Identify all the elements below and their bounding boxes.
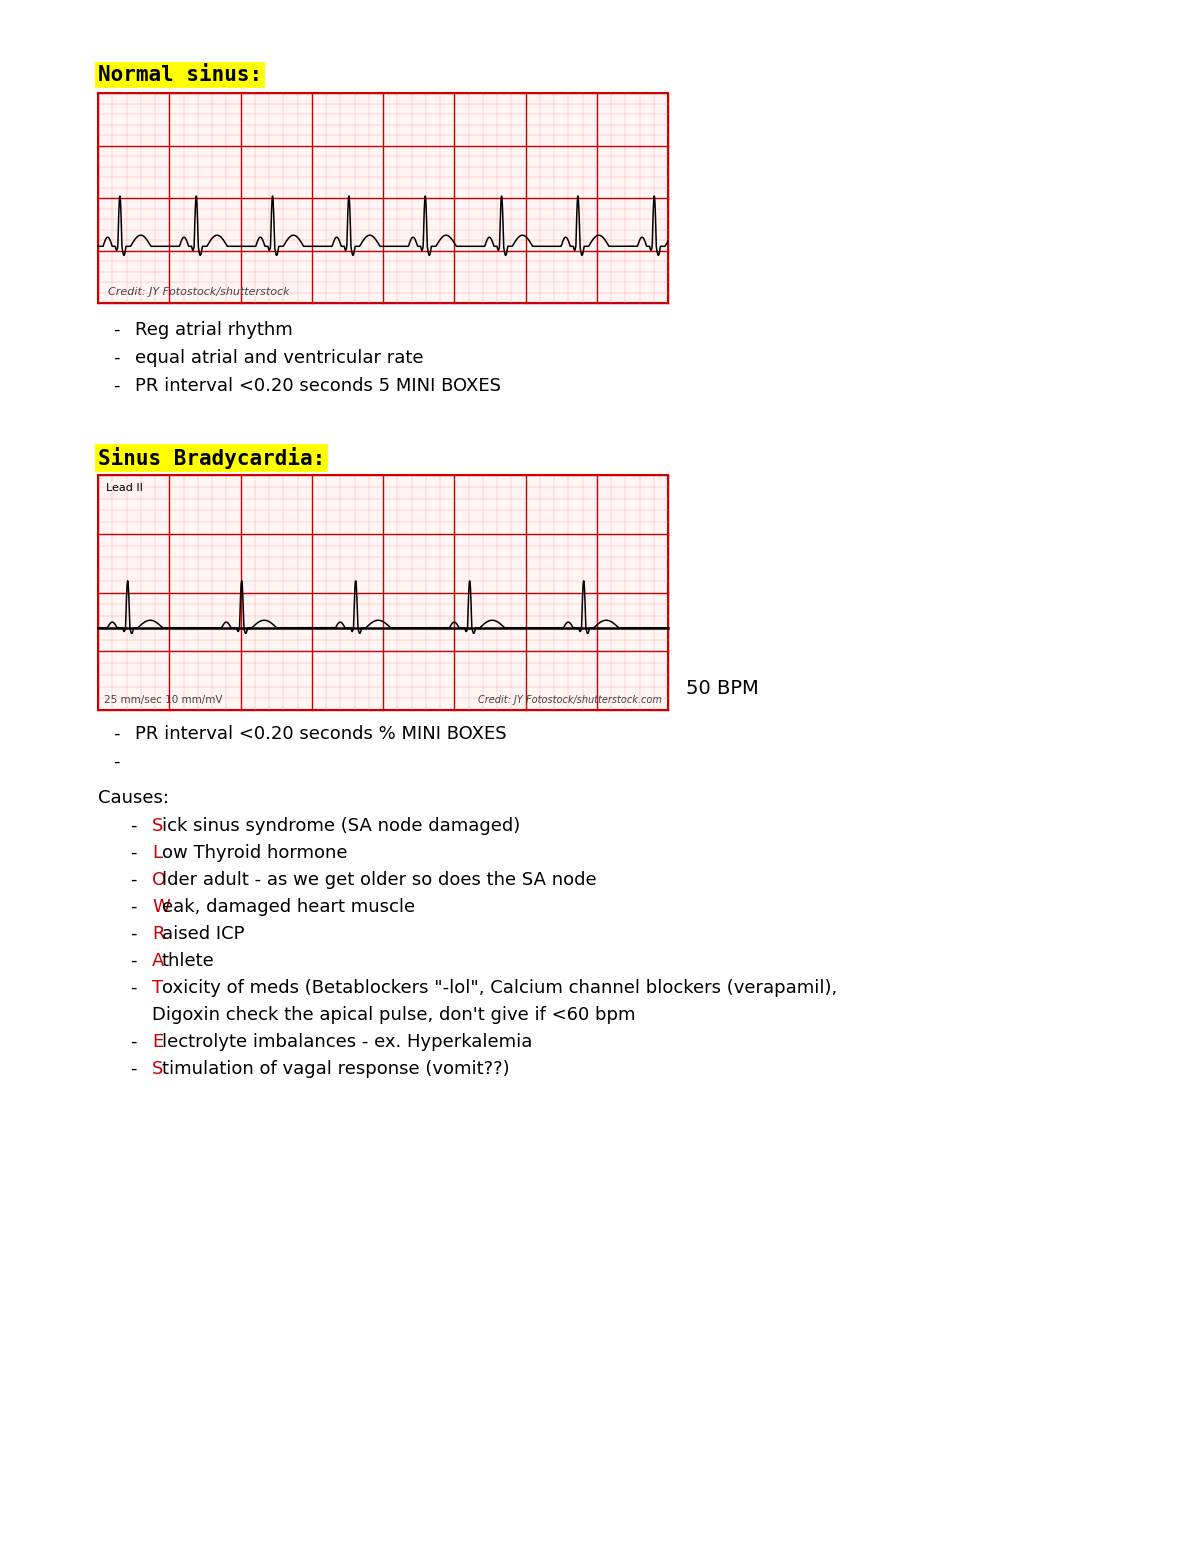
Text: -: - xyxy=(113,725,120,742)
Text: Sinus Bradycardia:: Sinus Bradycardia: xyxy=(98,447,325,469)
Text: PR interval <0.20 seconds % MINI BOXES: PR interval <0.20 seconds % MINI BOXES xyxy=(134,725,506,742)
Bar xyxy=(98,93,668,303)
Text: Reg atrial rhythm: Reg atrial rhythm xyxy=(134,321,293,339)
Text: aised ICP: aised ICP xyxy=(162,926,244,943)
Text: eak, damaged heart muscle: eak, damaged heart muscle xyxy=(162,898,415,916)
Text: Normal sinus:: Normal sinus: xyxy=(98,65,262,85)
Text: -: - xyxy=(130,952,137,971)
Text: thlete: thlete xyxy=(162,952,215,971)
Text: -: - xyxy=(130,817,137,836)
Text: R: R xyxy=(152,926,164,943)
Text: -: - xyxy=(130,843,137,862)
Text: -: - xyxy=(113,321,120,339)
Text: lectrolyte imbalances - ex. Hyperkalemia: lectrolyte imbalances - ex. Hyperkalemia xyxy=(162,1033,532,1051)
Text: O: O xyxy=(152,871,166,888)
Text: oxicity of meds (Betablockers "-lol", Calcium channel blockers (verapamil),: oxicity of meds (Betablockers "-lol", Ca… xyxy=(162,978,836,997)
Text: T: T xyxy=(152,978,163,997)
Text: equal atrial and ventricular rate: equal atrial and ventricular rate xyxy=(134,349,424,367)
Text: 25 mm/sec 10 mm/mV: 25 mm/sec 10 mm/mV xyxy=(104,696,222,705)
Text: PR interval <0.20 seconds 5 MINI BOXES: PR interval <0.20 seconds 5 MINI BOXES xyxy=(134,377,502,394)
Text: -: - xyxy=(113,377,120,394)
Text: Causes:: Causes: xyxy=(98,789,169,808)
Text: Lead II: Lead II xyxy=(106,483,143,492)
Text: A: A xyxy=(152,952,164,971)
Text: ow Thyroid hormone: ow Thyroid hormone xyxy=(162,843,347,862)
Text: -: - xyxy=(130,1061,137,1078)
Text: L: L xyxy=(152,843,162,862)
Text: 50 BPM: 50 BPM xyxy=(686,679,758,697)
Text: -: - xyxy=(130,871,137,888)
Text: -: - xyxy=(130,926,137,943)
Text: E: E xyxy=(152,1033,163,1051)
Text: Digoxin check the apical pulse, don't give if <60 bpm: Digoxin check the apical pulse, don't gi… xyxy=(152,1006,636,1023)
Text: S: S xyxy=(152,817,163,836)
Text: ick sinus syndrome (SA node damaged): ick sinus syndrome (SA node damaged) xyxy=(162,817,520,836)
Text: Credit: JY Fotostock/shutterstock: Credit: JY Fotostock/shutterstock xyxy=(108,287,289,297)
Text: timulation of vagal response (vomit??): timulation of vagal response (vomit??) xyxy=(162,1061,509,1078)
Text: W: W xyxy=(152,898,169,916)
Text: Credit: JY Fotostock/shutterstock.com: Credit: JY Fotostock/shutterstock.com xyxy=(478,696,662,705)
Text: -: - xyxy=(113,753,120,770)
Bar xyxy=(98,475,668,710)
Text: -: - xyxy=(130,898,137,916)
Text: -: - xyxy=(113,349,120,367)
Text: S: S xyxy=(152,1061,163,1078)
Text: lder adult - as we get older so does the SA node: lder adult - as we get older so does the… xyxy=(162,871,596,888)
Text: -: - xyxy=(130,978,137,997)
Text: -: - xyxy=(130,1033,137,1051)
